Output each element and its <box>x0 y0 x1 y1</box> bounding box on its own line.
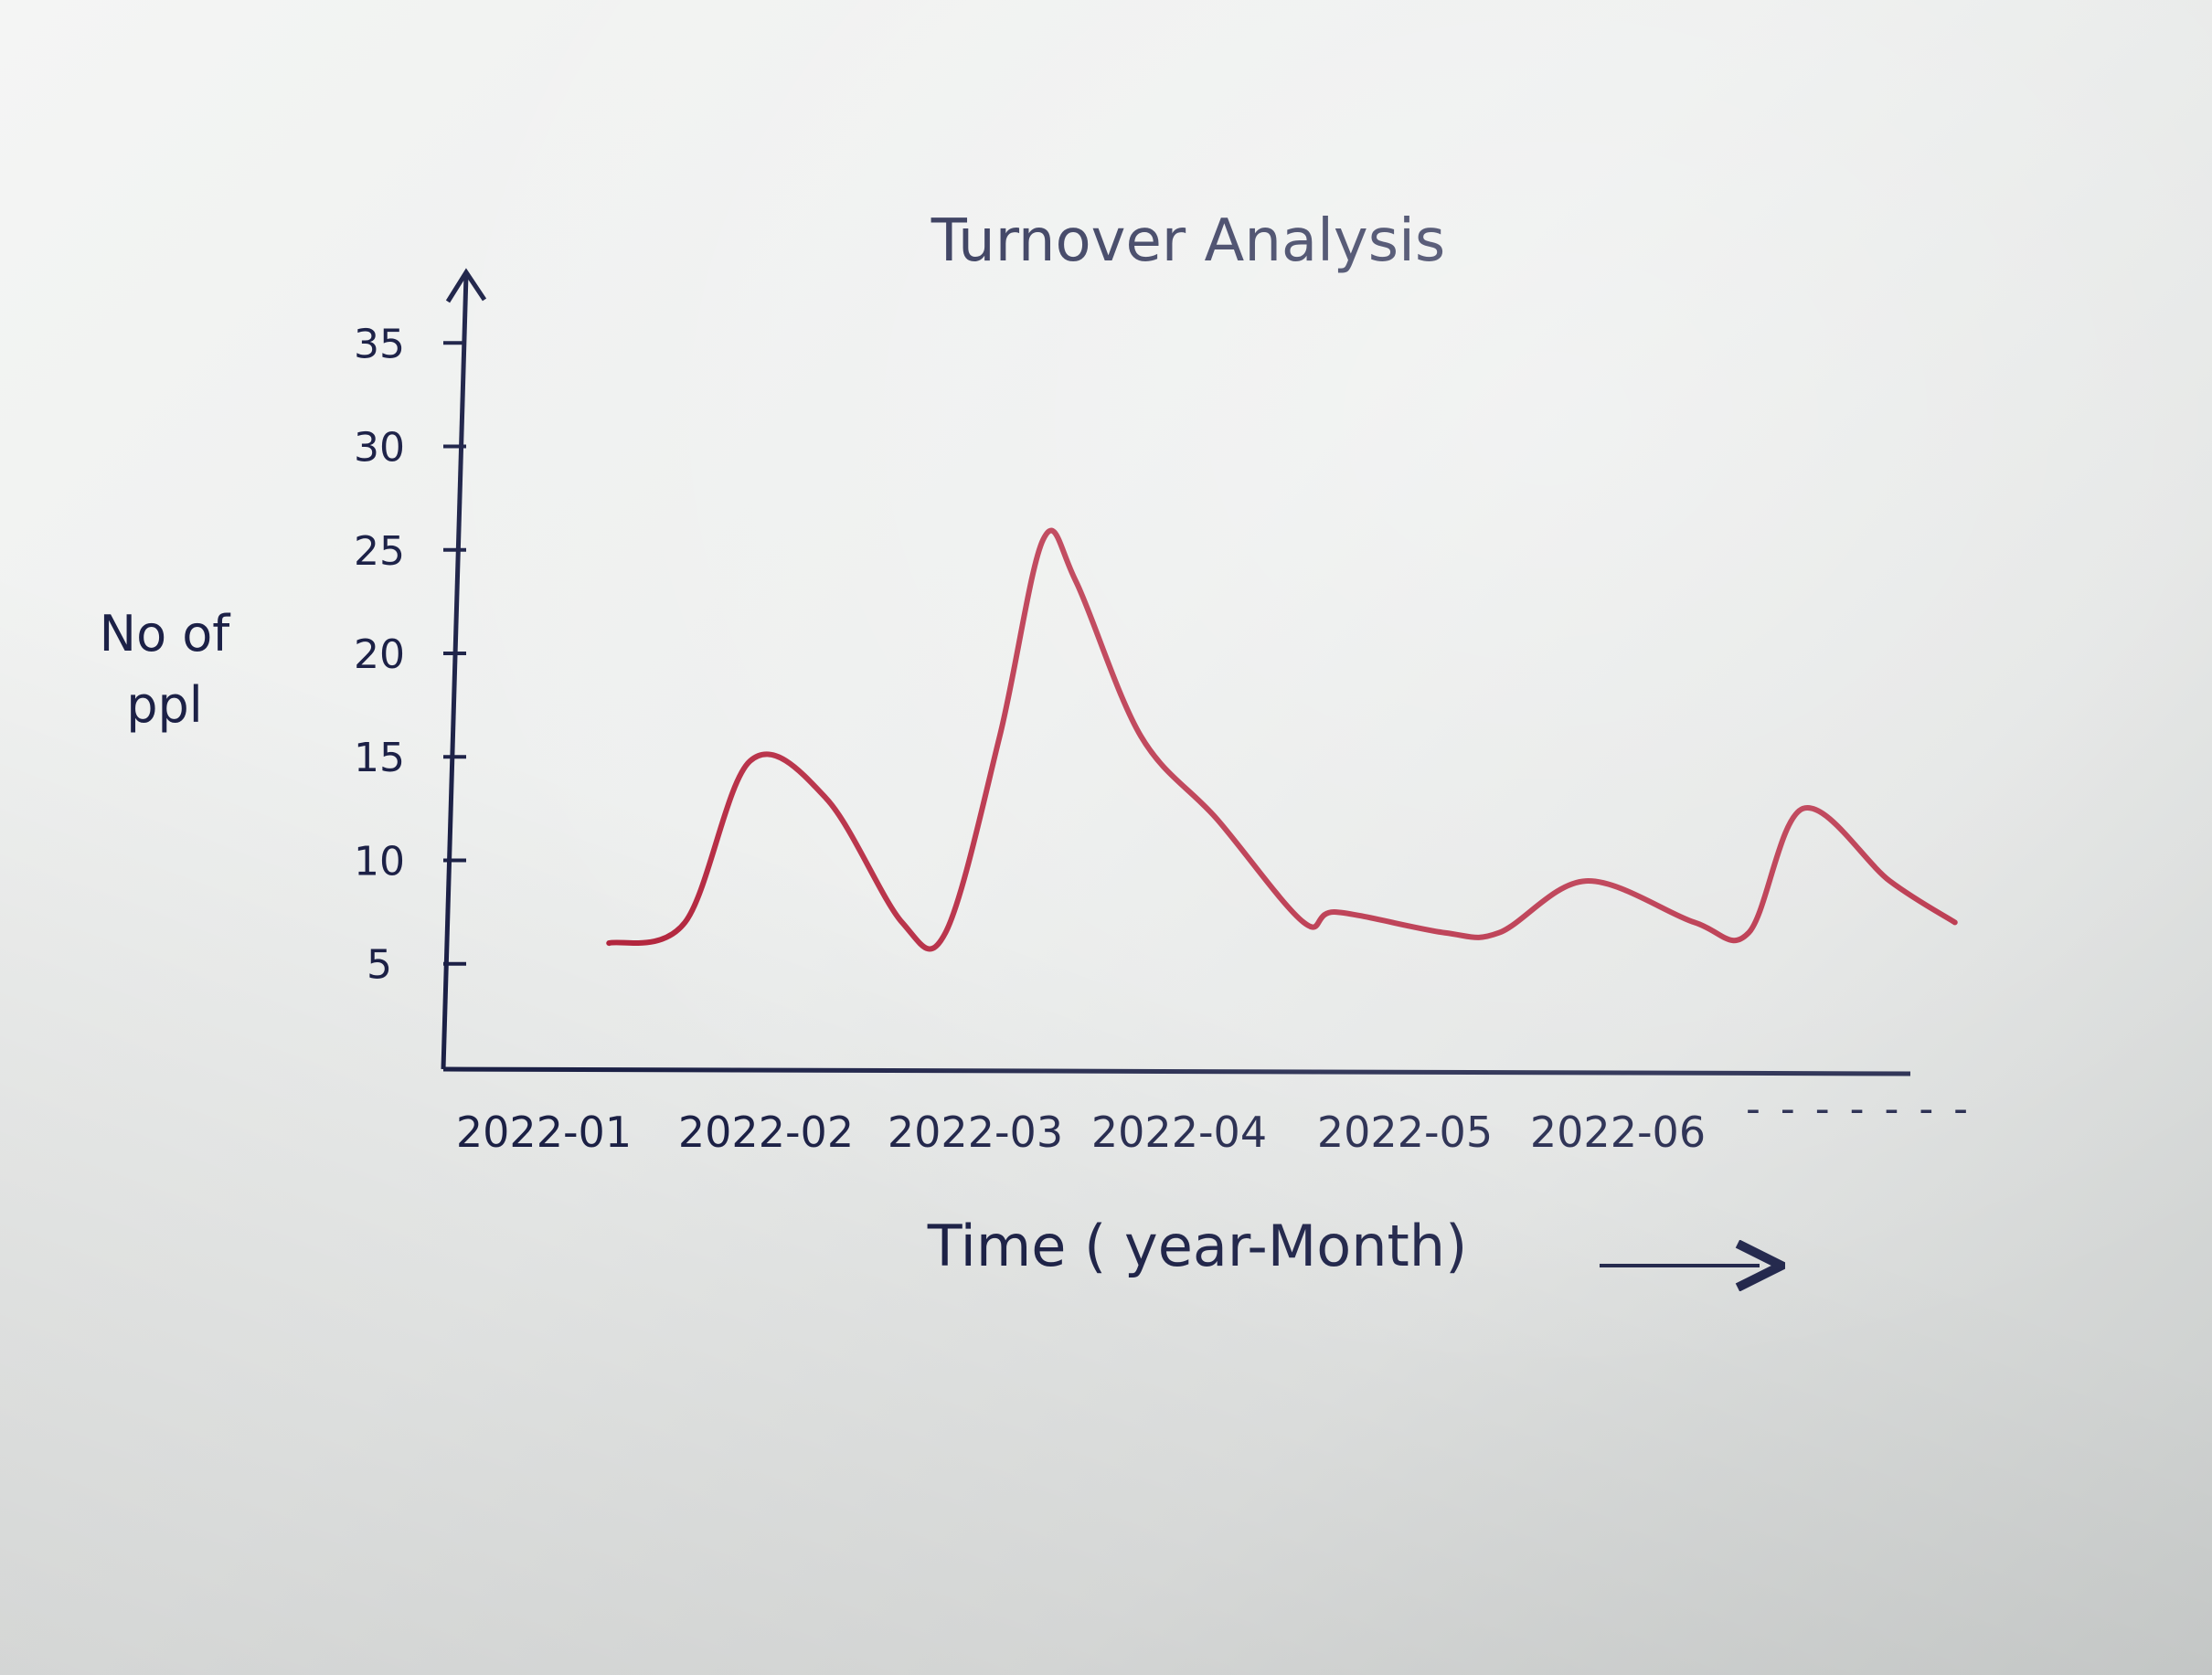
series-layer <box>606 527 1958 952</box>
x-tick-label: 2022-04 <box>1091 1108 1267 1157</box>
y-axis-label-line-2: ppl <box>126 676 203 734</box>
y-tick-label: 35 <box>354 321 405 367</box>
y-tick-label: 25 <box>354 528 405 575</box>
x-axis-continuation: - - - - - - - <box>1746 1086 1972 1132</box>
y-axis-line <box>441 273 469 1070</box>
y-tick-label: 15 <box>354 735 405 781</box>
series-line <box>606 527 1958 952</box>
x-axis-ticks: 2022-01 2022-02 2022-03 2022-04 2022-05 2022-… <box>456 1108 1706 1157</box>
y-axis-arrow <box>445 268 487 303</box>
y-axis-ticks: 5 10 15 20 25 30 35 <box>354 321 466 989</box>
y-tick-label: 5 <box>367 942 392 989</box>
y-axis-label-line-1: No of <box>100 605 232 663</box>
chart-title: Turnover Analysis <box>931 207 1445 275</box>
x-tick-label: 2022-02 <box>678 1108 854 1157</box>
x-tick-label: 2022-01 <box>456 1108 632 1157</box>
x-tick-label: 2022-05 <box>1317 1108 1493 1157</box>
y-tick-label: 20 <box>354 631 405 678</box>
y-tick-label: 30 <box>354 425 405 472</box>
y-tick-label: 10 <box>354 838 405 885</box>
x-axis-label: Time ( year-Month) <box>927 1213 1468 1279</box>
x-tick-label: 2022-03 <box>888 1108 1063 1157</box>
x-axis-line <box>442 1066 1911 1076</box>
x-tick-label: 2022-06 <box>1530 1108 1706 1157</box>
